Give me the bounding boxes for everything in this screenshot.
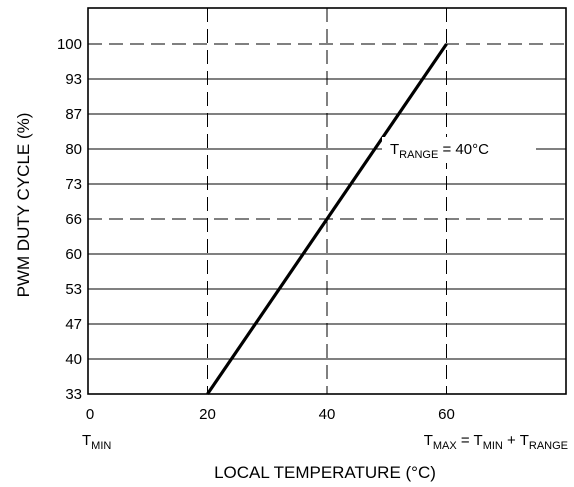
tmax-formula-label: TMAX = TMIN + TRANGE [424,432,568,452]
tmax-min-sub: MIN [483,440,503,452]
annotation-value: = 40°C [438,141,489,158]
y-tick-73: 73 [65,176,82,193]
y-tick-33: 33 [65,386,82,403]
x-tick-20: 20 [199,406,216,423]
y-tick-53: 53 [65,281,82,298]
grid-lines [88,8,566,394]
y-tick-47: 47 [65,316,82,333]
x-tick-labels: 0 20 40 60 [86,406,455,423]
y-axis-label: PWM DUTY CYCLE (%) [14,113,33,298]
tmax-sub: MAX [433,440,458,452]
y-tick-40: 40 [65,351,82,368]
y-tick-93: 93 [65,71,82,88]
y-tick-60: 60 [65,246,82,263]
annotation-t: T [390,141,399,158]
y-tick-80: 80 [65,141,82,158]
tmin-sub: MIN [91,440,111,452]
y-tick-100: 100 [57,36,82,53]
tmin-label: TMIN [82,432,111,452]
annotation-sub: RANGE [399,149,438,161]
x-axis-label: LOCAL TEMPERATURE (°C) [214,463,436,482]
y-tick-labels: 33 40 47 53 60 66 73 80 87 93 100 [57,36,82,403]
x-tick-60: 60 [438,406,455,423]
y-tick-66: 66 [65,211,82,228]
x-tick-0: 0 [86,406,94,423]
range-annotation: TRANGE = 40°C [382,137,536,163]
tmax-plus-t: + T [503,432,529,449]
x-tick-40: 40 [319,406,336,423]
tmax-t: T [424,432,433,449]
tmax-eq-t: = T [457,432,483,449]
tmin-t: T [82,432,91,449]
y-tick-87: 87 [65,106,82,123]
tmax-range-sub: RANGE [529,440,568,452]
